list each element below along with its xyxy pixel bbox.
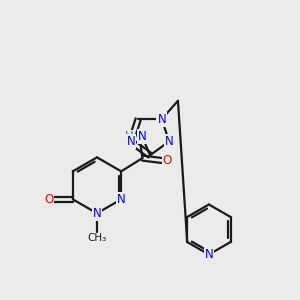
Text: CH₃: CH₃ <box>87 233 106 243</box>
Text: O: O <box>44 193 54 206</box>
Text: N: N <box>205 248 213 261</box>
Text: N: N <box>117 193 126 206</box>
Text: H: H <box>125 130 134 143</box>
Text: N: N <box>138 130 147 143</box>
Text: N: N <box>127 135 135 148</box>
Text: O: O <box>163 154 172 167</box>
Text: N: N <box>93 207 101 220</box>
Text: N: N <box>158 112 166 126</box>
Text: N: N <box>165 135 173 148</box>
